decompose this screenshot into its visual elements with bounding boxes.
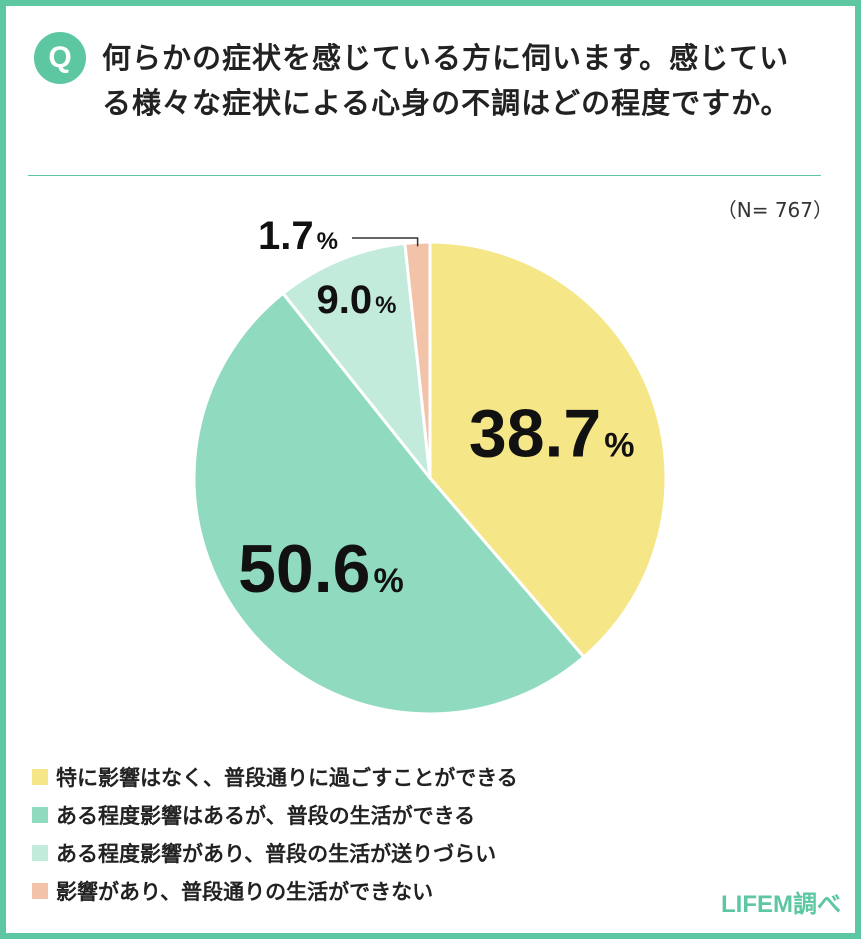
callout-line: [352, 237, 419, 247]
legend-item-3: ある程度影響があり、普段の生活が送りづらい: [32, 834, 518, 872]
sample-size-note: （N= 767）: [716, 198, 833, 222]
question-text: 何らかの症状を感じている方に伺います。感じている様々な症状による心身の不調はどの…: [102, 41, 791, 120]
legend-swatch-4: [32, 883, 48, 899]
pie-slice-2: [192, 291, 586, 716]
legend-label-2: ある程度影響はあるが、普段の生活ができる: [56, 804, 476, 828]
legend-swatch-1: [32, 769, 48, 785]
slice-label-4: 1.7%: [258, 214, 338, 258]
legend-swatch-2: [32, 807, 48, 823]
divider: [28, 175, 821, 176]
source-credit: LIFEM調べ: [721, 891, 841, 918]
slice-label-2: 50.6%: [238, 531, 404, 607]
legend-swatch-3: [32, 845, 48, 861]
question-badge: Q: [34, 32, 86, 84]
slice-label-3: 9.0%: [317, 278, 397, 322]
legend-item-2: ある程度影響はあるが、普段の生活ができる: [32, 796, 518, 834]
pie-slice-3: [280, 241, 433, 483]
slice-label-1: 38.7%: [469, 396, 635, 472]
legend-item-1: 特に影響はなく、普段通りに過ごすことができる: [32, 758, 518, 796]
legend: 特に影響はなく、普段通りに過ごすことができる ある程度影響はあるが、普段の生活がで…: [32, 758, 518, 910]
legend-label-3: ある程度影響があり、普段の生活が送りづらい: [56, 842, 497, 866]
legend-item-4: 影響があり、普段通りの生活ができない: [32, 872, 518, 910]
pie-slice-1: [428, 240, 668, 660]
legend-label-4: 影響があり、普段通りの生活ができない: [56, 880, 434, 904]
legend-label-1: 特に影響はなく、普段通りに過ごすことができる: [56, 766, 518, 790]
